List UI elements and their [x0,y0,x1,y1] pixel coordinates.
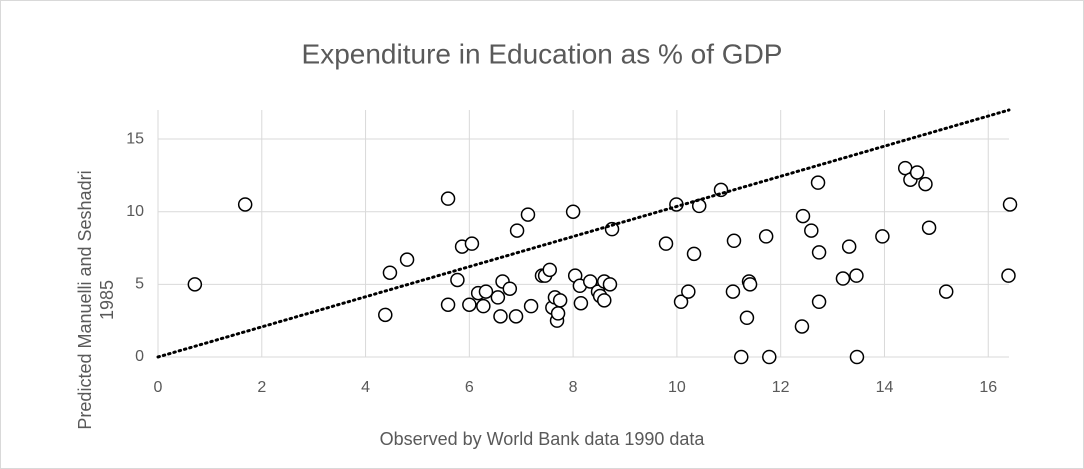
point [382,265,398,280]
point [508,309,524,324]
point [509,223,525,238]
point [476,298,491,314]
point [602,277,618,292]
x-tick-label: 6 [465,379,474,396]
point [849,349,865,365]
point [552,293,568,308]
trend-line [156,108,1011,359]
point [450,272,465,288]
point [1002,197,1018,212]
point [726,233,742,249]
point [758,229,774,244]
x-axis-label: Observed by World Bank data 1990 data [380,429,706,449]
point [378,307,393,323]
x-tick-label: 10 [668,379,686,396]
point [673,294,689,310]
x-tick-label: 12 [772,379,790,396]
y-tick-label: 10 [126,203,144,220]
point [478,284,494,299]
x-tick-label: 2 [257,379,266,396]
point [565,204,581,219]
point [742,277,758,292]
point [542,262,558,278]
point [681,284,696,299]
point [582,274,598,289]
point [811,294,827,310]
point [841,239,857,254]
point [849,268,864,283]
y-axis-label: Predicted Manuelli and Seshadri [75,170,95,429]
x-tick-label: 14 [876,379,894,396]
point [440,191,456,206]
point [739,310,755,326]
point [523,298,539,314]
point [686,246,702,262]
point [909,165,925,180]
point [921,220,937,235]
point [464,236,480,251]
point [573,295,589,311]
point [440,297,456,312]
point [875,229,890,244]
point [811,245,827,260]
point [733,349,749,365]
point [795,208,811,224]
chart-title: Expenditure in Education as % of GDP [302,38,783,69]
point [187,277,203,292]
x-tick-label: 8 [569,379,578,396]
point [918,176,933,192]
x-tick-label: 16 [979,379,997,396]
point [762,349,777,365]
y-tick-label: 15 [126,130,144,147]
point [1001,268,1016,283]
point [490,290,506,305]
y-axis-label: 1985 [97,280,117,320]
y-tick-label: 0 [135,348,144,365]
point [493,309,508,324]
point [237,197,253,212]
point [550,306,566,321]
point [810,175,826,190]
point [462,297,477,312]
point [725,284,741,299]
point [938,284,954,299]
point [658,236,674,251]
point [691,198,707,214]
point [399,252,415,267]
point [502,281,518,296]
point [835,271,851,286]
point [804,223,819,238]
x-tick-label: 0 [154,379,163,396]
x-tick-label: 4 [361,379,370,396]
point [520,207,536,222]
point [794,319,810,334]
y-tick-label: 5 [135,276,144,293]
point [597,293,612,308]
